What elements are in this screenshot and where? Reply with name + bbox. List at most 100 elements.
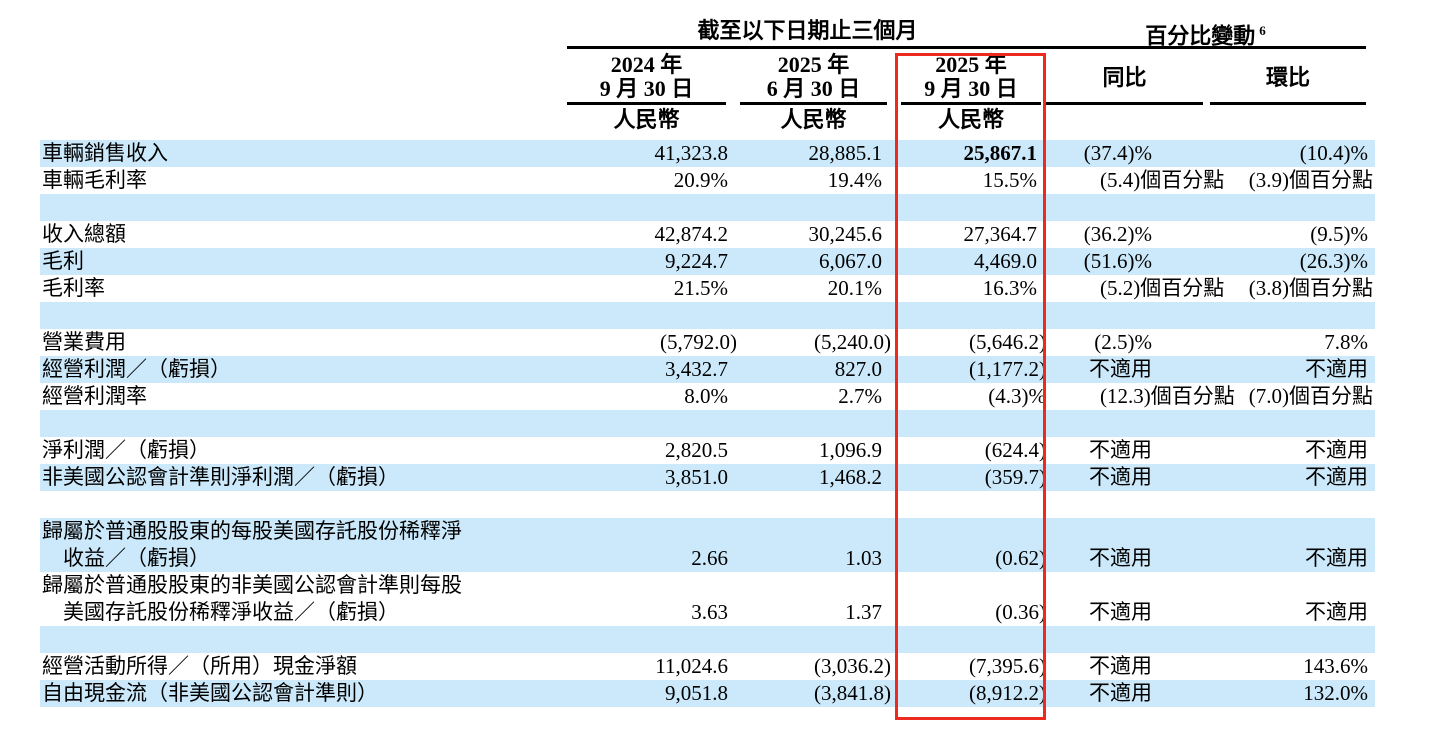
table-row: 經營利潤／（虧損） 3,432.7 827.0 (1,177.2) 不適用 不適用 bbox=[40, 356, 1375, 383]
cell-c5: (26.3)% bbox=[1299, 249, 1368, 273]
cell-c5: (3.8)個百分點 bbox=[1248, 276, 1373, 300]
date-day: 9 月 30 日 bbox=[924, 76, 1018, 101]
cell-c4: 不適用 bbox=[1089, 681, 1152, 705]
cell-c1: 42,874.2 bbox=[654, 222, 729, 246]
cell-c2: (3,841.8) bbox=[814, 681, 891, 705]
cell-c2: 6,067.0 bbox=[819, 249, 882, 273]
cell-c2: 1,096.9 bbox=[819, 438, 882, 462]
date-day: 6 月 30 日 bbox=[766, 76, 861, 101]
cell-c5: 132.0% bbox=[1303, 681, 1368, 705]
cell-c4: 不適用 bbox=[1089, 465, 1152, 489]
row-label: 經營利潤／（虧損） bbox=[42, 357, 231, 381]
spacer-row bbox=[40, 410, 1375, 437]
row-label: 自由現金流（非美國公認會計準則） bbox=[42, 681, 378, 705]
row-label: 毛利 bbox=[42, 249, 84, 273]
cell-c1: 41,323.8 bbox=[654, 141, 729, 165]
cell-c2: (3,036.2) bbox=[814, 654, 891, 678]
cell-c5: (9.5)% bbox=[1310, 222, 1368, 246]
cell-c2: 28,885.1 bbox=[808, 141, 883, 165]
cell-c1: 9,224.7 bbox=[665, 249, 728, 273]
cell-c2: 1.37 bbox=[845, 600, 882, 624]
cell-c1: 3,432.7 bbox=[665, 357, 728, 381]
column-header-2025-06-30: 2025 年 6 月 30 日 bbox=[740, 53, 887, 101]
table-row: 毛利 9,224.7 6,067.0 4,469.0 (51.6)% (26.3)% bbox=[40, 248, 1375, 275]
cell-c1: 21.5% bbox=[673, 276, 728, 300]
cell-c2: 20.1% bbox=[827, 276, 882, 300]
cell-c5: 7.8% bbox=[1324, 330, 1368, 354]
cell-c5: 不適用 bbox=[1305, 465, 1368, 489]
spacer-row bbox=[40, 302, 1375, 329]
cell-c3: (1,177.2) bbox=[969, 357, 1046, 381]
table-row: 車輛銷售收入 41,323.8 28,885.1 25,867.1 (37.4)% (10… bbox=[40, 140, 1375, 167]
cell-c4: 不適用 bbox=[1089, 546, 1152, 570]
cell-c1: 3.63 bbox=[691, 600, 728, 624]
cell-c5: (7.0)個百分點 bbox=[1248, 384, 1373, 408]
table-row: 淨利潤／（虧損） 2,820.5 1,096.9 (624.4) 不適用 不適用 bbox=[40, 437, 1375, 464]
row-label: 歸屬於普通股股東的非美國公認會計準則每股 美國存託股份稀釋淨收益／（虧損） bbox=[42, 573, 462, 624]
row-label: 非美國公認會計準則淨利潤／（虧損） bbox=[42, 465, 399, 489]
cell-c4: 不適用 bbox=[1089, 357, 1152, 381]
cell-c1: 2,820.5 bbox=[665, 438, 728, 462]
cell-c3: (359.7) bbox=[984, 465, 1046, 489]
date-year: 2025 年 bbox=[777, 52, 850, 77]
cell-c1: 9,051.8 bbox=[665, 681, 728, 705]
table-body: 車輛銷售收入 41,323.8 28,885.1 25,867.1 (37.4)% (10… bbox=[40, 140, 1375, 707]
cell-c1: 2.66 bbox=[691, 546, 728, 570]
row-label: 淨利潤／（虧損） bbox=[42, 438, 210, 462]
row-label: 毛利率 bbox=[42, 276, 105, 300]
row-label: 經營活動所得／（所用）現金淨額 bbox=[42, 654, 357, 678]
cell-c1: (5,792.0) bbox=[660, 330, 737, 354]
column-header-2025-09-30: 2025 年 9 月 30 日 bbox=[901, 53, 1041, 101]
rule-period-group bbox=[567, 46, 1048, 49]
pct-change-label: 百分比變動 bbox=[1145, 23, 1256, 49]
cell-c2: 827.0 bbox=[834, 357, 882, 381]
cell-c1: 20.9% bbox=[673, 168, 728, 192]
cell-c5: (3.9)個百分點 bbox=[1248, 168, 1373, 192]
currency-label: 人民幣 bbox=[613, 107, 680, 132]
cell-c5: 不適用 bbox=[1305, 438, 1368, 462]
cell-c3: 4,469.0 bbox=[974, 249, 1037, 273]
table-row: 毛利率 21.5% 20.1% 16.3% (5.2)個百分點 (3.8)個百分點 bbox=[40, 275, 1375, 302]
cell-c3: (0.62) bbox=[995, 546, 1046, 570]
row-label: 經營利潤率 bbox=[42, 384, 147, 408]
column-header-qoq: 環比 bbox=[1265, 65, 1310, 90]
cell-c4: (12.3)個百分點 bbox=[1100, 384, 1235, 408]
cell-c3: (4.3)% bbox=[988, 384, 1046, 408]
cell-c2: (5,240.0) bbox=[814, 330, 891, 354]
footnote-ref-6: 6 bbox=[1259, 23, 1266, 38]
cell-c4: (36.2)% bbox=[1083, 222, 1152, 246]
cell-c3: (5,646.2) bbox=[969, 330, 1046, 354]
cell-c2: 2.7% bbox=[838, 384, 882, 408]
table-row: 非美國公認會計準則淨利潤／（虧損） 3,851.0 1,468.2 (359.7) 不適… bbox=[40, 464, 1375, 491]
column-header-yoy: 同比 bbox=[1102, 65, 1147, 90]
spacer-row bbox=[40, 491, 1375, 518]
cell-c4: 不適用 bbox=[1089, 600, 1152, 624]
table-row: 車輛毛利率 20.9% 19.4% 15.5% (5.4)個百分點 (3.9)個百分點 bbox=[40, 167, 1375, 194]
cell-c3: 15.5% bbox=[982, 168, 1037, 192]
cell-c3: (624.4) bbox=[984, 438, 1046, 462]
column-header-2024-09-30: 2024 年 9 月 30 日 bbox=[567, 53, 726, 101]
cell-c4: (2.5)% bbox=[1094, 330, 1152, 354]
cell-c2: 30,245.6 bbox=[808, 222, 883, 246]
table-row: 經營利潤率 8.0% 2.7% (4.3)% (12.3)個百分點 (7.0)個百分點 bbox=[40, 383, 1375, 410]
cell-c3: (0.36) bbox=[995, 600, 1046, 624]
cell-c4: (5.4)個百分點 bbox=[1100, 168, 1225, 192]
table-row: 歸屬於普通股股東的每股美國存託股份稀釋淨 收益／（虧損） 2.66 1.03 (0.6… bbox=[40, 518, 1375, 572]
cell-c3: 16.3% bbox=[982, 276, 1037, 300]
spacer-row bbox=[40, 194, 1375, 221]
table-row: 自由現金流（非美國公認會計準則） 9,051.8 (3,841.8) (8,912.2… bbox=[40, 680, 1375, 707]
rule-col-yoy bbox=[1046, 102, 1203, 105]
row-label: 車輛銷售收入 bbox=[42, 141, 168, 165]
row-label: 營業費用 bbox=[42, 330, 126, 354]
rule-pct-group bbox=[1045, 46, 1366, 49]
spacer-row bbox=[40, 626, 1375, 653]
period-group-header: 截至以下日期止三個月 bbox=[697, 18, 918, 43]
cell-c1: 8.0% bbox=[684, 384, 728, 408]
date-year: 2025 年 bbox=[935, 52, 1007, 77]
cell-c4: (37.4)% bbox=[1083, 141, 1152, 165]
cell-c5: 不適用 bbox=[1305, 357, 1368, 381]
date-year: 2024 年 bbox=[610, 52, 683, 77]
table-row: 歸屬於普通股股東的非美國公認會計準則每股 美國存託股份稀釋淨收益／（虧損） 3.6… bbox=[40, 572, 1375, 626]
cell-c1: 11,024.6 bbox=[655, 654, 728, 678]
